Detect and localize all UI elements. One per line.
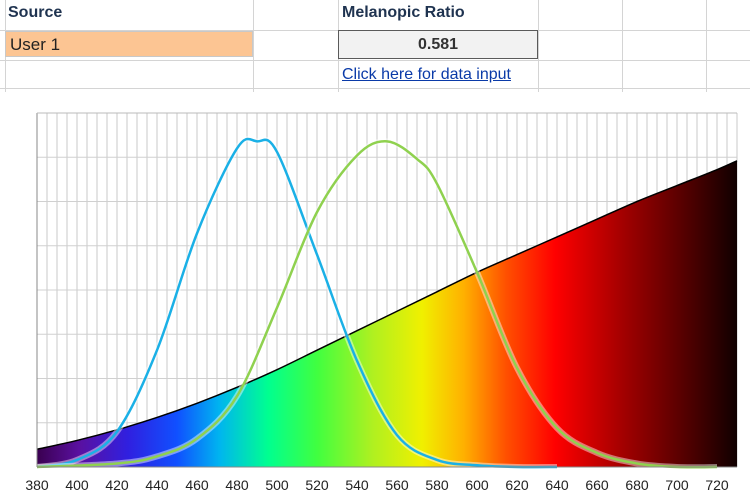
x-tick-label: 380: [25, 477, 49, 493]
melanopic-ratio-header: Melanopic Ratio: [342, 4, 465, 21]
x-tick-label: 420: [105, 477, 129, 493]
grid-line: [538, 0, 539, 92]
plot-frame: [36, 112, 737, 468]
x-tick-label: 680: [625, 477, 649, 493]
x-tick-label: 620: [505, 477, 529, 493]
source-header: Source: [8, 4, 63, 21]
x-axis-ticks: 380 400 420 440 460 480 500 520 540 560 580 600 620 6…: [25, 477, 729, 493]
grid-line: [706, 0, 707, 92]
spectrum-area: [36, 160, 738, 467]
x-tick-label: 660: [585, 477, 609, 493]
x-tick-label: 400: [65, 477, 89, 493]
sensitivity-curves: [36, 135, 718, 471]
grid-line: [0, 88, 750, 89]
spreadsheet-header: Source Melanopic Ratio User 1 0.581 Clic…: [0, 0, 750, 92]
spectrum-outline: [36, 160, 738, 451]
x-tick-label: 500: [265, 477, 289, 493]
x-tick-label: 720: [705, 477, 729, 493]
grid-line: [0, 60, 750, 61]
sensitivity-curve: [36, 137, 558, 469]
spectrum-chart: 380 400 420 440 460 480 500 520 540 560 580 600 620 6…: [25, 112, 738, 493]
x-tick-label: 440: [145, 477, 169, 493]
x-tick-label: 540: [345, 477, 369, 493]
grid-line: [622, 0, 623, 92]
x-tick-label: 560: [385, 477, 409, 493]
spectrum-fill: [37, 160, 737, 467]
x-tick-label: 480: [225, 477, 249, 493]
x-tick-label: 640: [545, 477, 569, 493]
grid-line: [253, 0, 254, 92]
melanopic-ratio-cell[interactable]: 0.581: [338, 30, 538, 59]
x-tick-label: 700: [665, 477, 689, 493]
data-input-link[interactable]: Click here for data input: [342, 66, 511, 83]
x-tick-label: 460: [185, 477, 209, 493]
x-tick-label: 520: [305, 477, 329, 493]
x-tick-label: 580: [425, 477, 449, 493]
source-cell[interactable]: User 1: [5, 31, 253, 57]
sensitivity-curve: [36, 140, 718, 469]
x-tick-label: 600: [465, 477, 489, 493]
